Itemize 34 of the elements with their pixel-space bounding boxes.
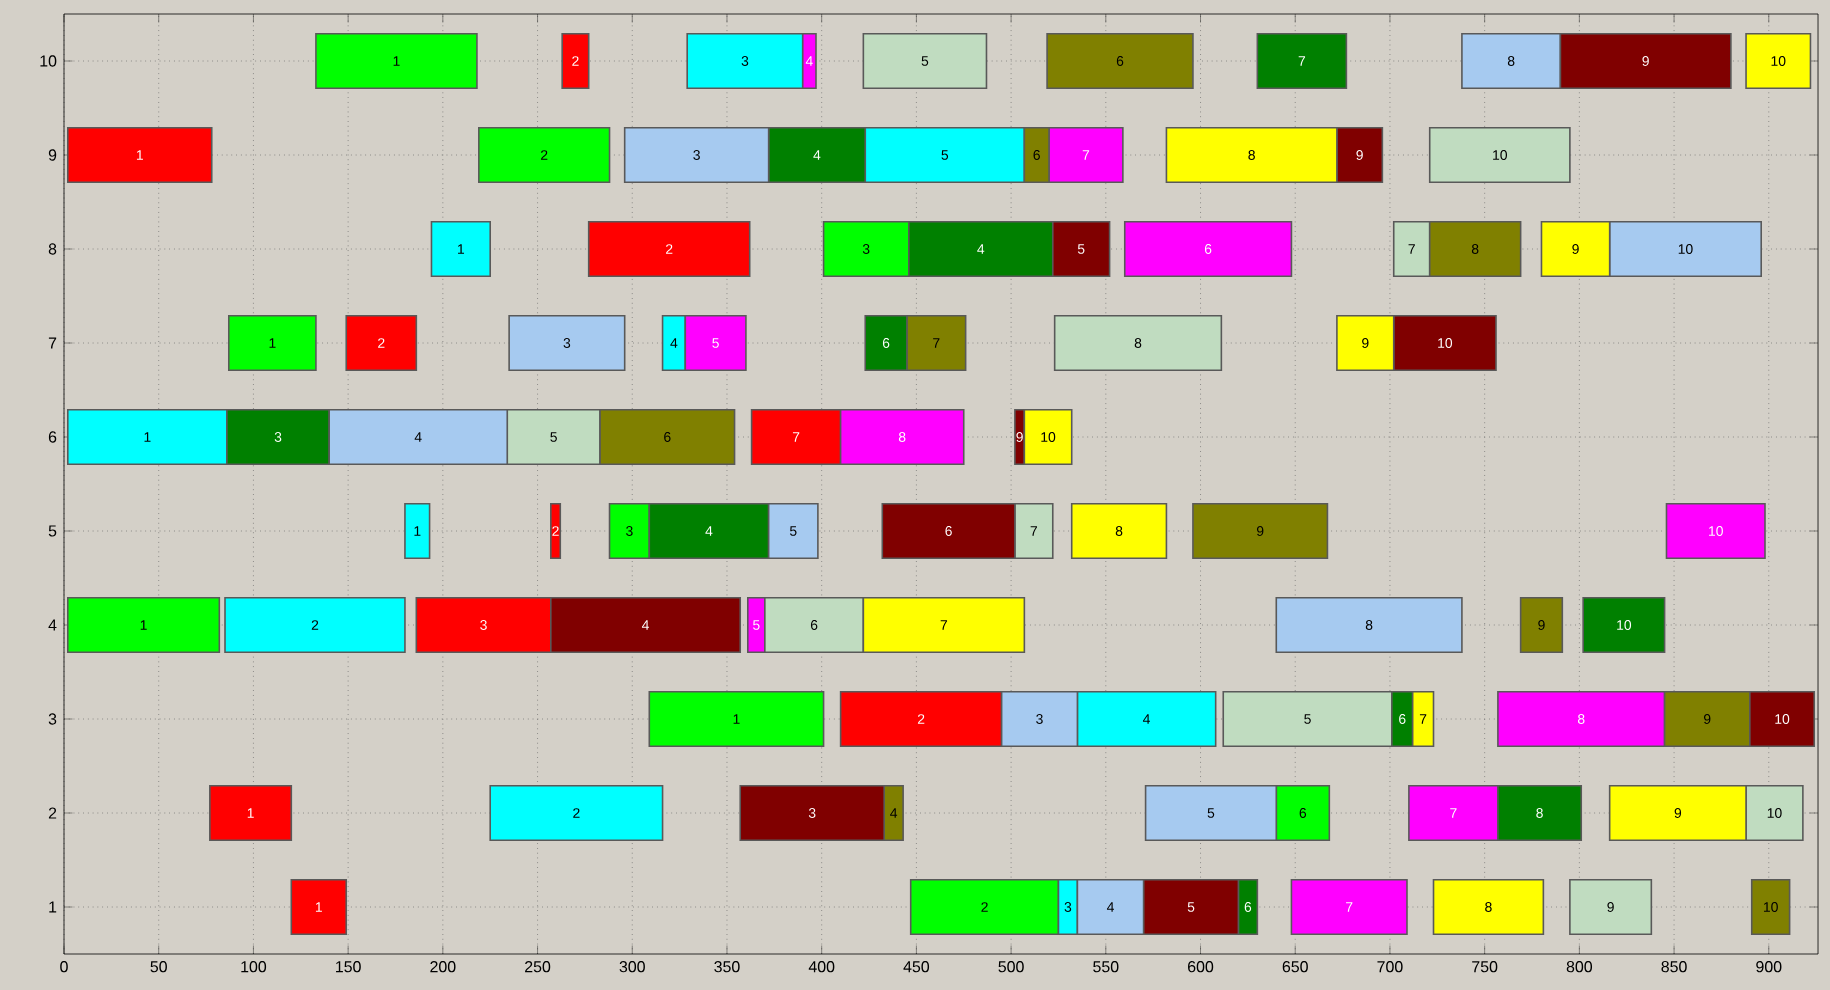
bar <box>224 596 406 654</box>
bar <box>1665 502 1766 560</box>
bar <box>1432 878 1545 936</box>
bar <box>228 314 317 372</box>
bar <box>315 32 478 90</box>
bar <box>1519 596 1564 654</box>
bar <box>508 314 626 372</box>
bar <box>1750 878 1791 936</box>
bar <box>862 32 988 90</box>
bar <box>1428 126 1571 184</box>
bar <box>404 502 431 560</box>
bar <box>587 220 751 278</box>
bar <box>1256 32 1348 90</box>
bar <box>66 596 221 654</box>
bar <box>550 502 562 560</box>
bar <box>1053 314 1223 372</box>
bar <box>209 784 293 842</box>
bar <box>648 690 825 748</box>
bar <box>66 126 213 184</box>
bar <box>1569 878 1653 936</box>
bar <box>1123 220 1293 278</box>
bar <box>489 784 664 842</box>
bar <box>1745 32 1812 90</box>
bar <box>478 126 611 184</box>
bar <box>1192 502 1329 560</box>
bar <box>1582 596 1666 654</box>
bar <box>561 32 590 90</box>
bar <box>1275 596 1463 654</box>
bar <box>1046 32 1194 90</box>
bar <box>1290 878 1408 936</box>
bar <box>290 878 348 936</box>
bar <box>345 314 418 372</box>
bar <box>430 220 491 278</box>
bar <box>1070 502 1168 560</box>
